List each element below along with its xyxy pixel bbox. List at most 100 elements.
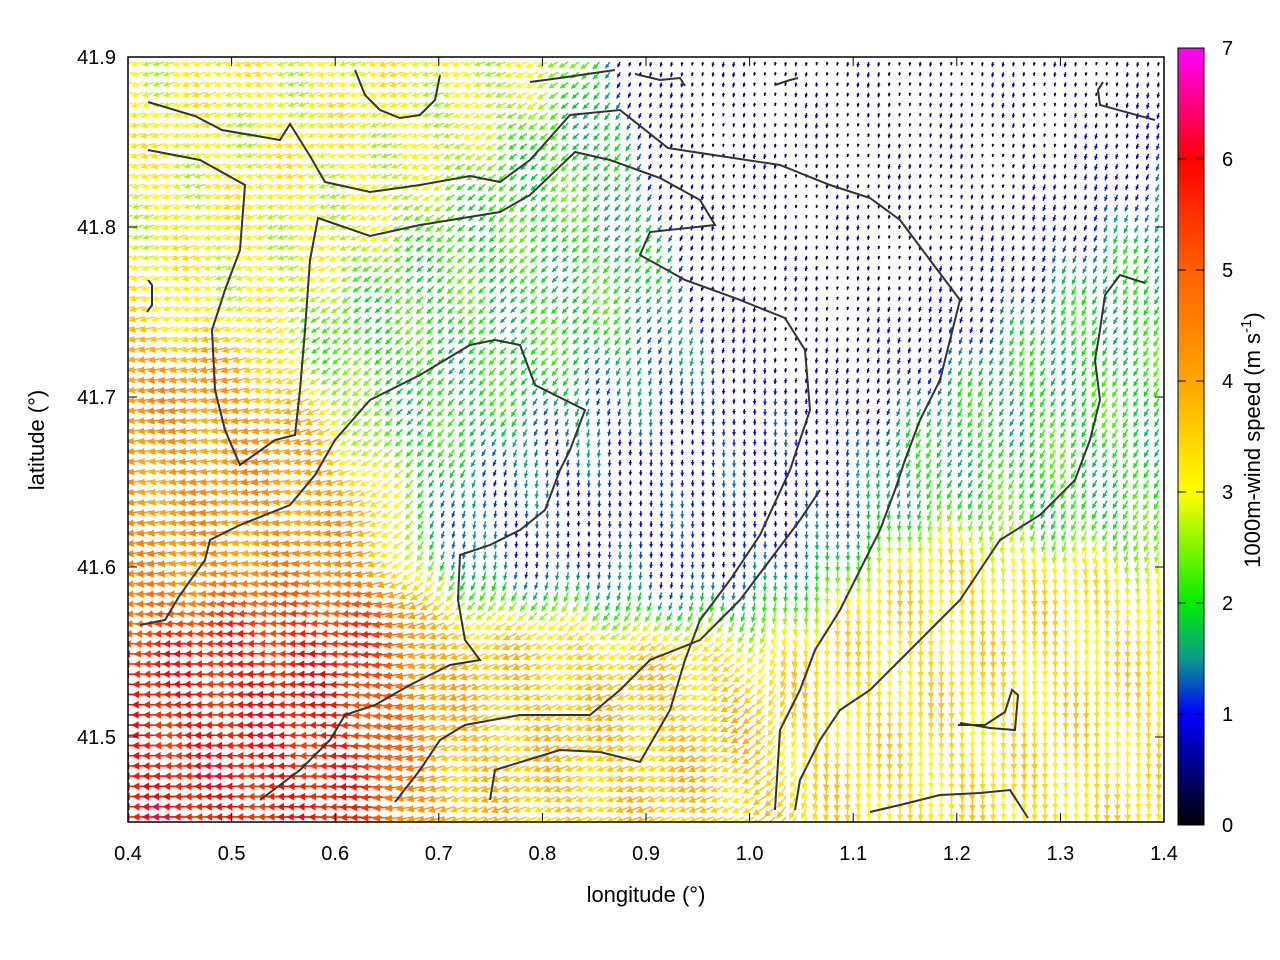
wind-vector-head (948, 814, 955, 821)
wind-vector-head (439, 806, 447, 813)
wind-vector-head (732, 817, 739, 822)
wind-vector-head (699, 806, 707, 813)
wind-vector-head (225, 813, 233, 821)
wind-vector-head (658, 816, 666, 822)
wind-vector-head (173, 792, 181, 801)
wind-vector-head (1114, 826, 1121, 832)
wind-vector-head (626, 786, 634, 793)
wind-vector-head (876, 813, 882, 820)
wind-vector-head (308, 802, 316, 811)
wind-vector-head (461, 785, 469, 793)
wind-vector-head (678, 786, 686, 793)
wind-vector-head (121, 701, 128, 709)
wind-vector-head (535, 816, 542, 822)
wind-vector-head (959, 825, 966, 831)
wind-vector-head (297, 813, 305, 821)
wind-vector-head (896, 814, 903, 821)
wind-vector-head (554, 816, 562, 822)
wind-vector-head (523, 786, 531, 793)
wind-vector-head (141, 802, 149, 811)
wind-vector-head (897, 825, 903, 831)
wind-vector-head (121, 691, 128, 699)
wind-vector-head (1062, 803, 1069, 809)
wind-vector-head (152, 782, 160, 791)
wind-vector-head (361, 814, 369, 822)
wind-vector-head (428, 795, 436, 803)
wind-vector-head (658, 786, 666, 793)
wind-vector-head (384, 814, 393, 822)
wind-vector-head (481, 796, 489, 803)
wind-vector-head (834, 825, 841, 831)
wind-vector-head (502, 806, 510, 814)
wind-vector-head (1072, 803, 1079, 809)
wind-vector-head (1083, 814, 1090, 820)
wind-vector-head (395, 784, 404, 792)
wind-vector-head (626, 796, 634, 803)
wind-vector-head (989, 804, 997, 811)
wind-vector-head (450, 816, 458, 822)
wind-vector-head (471, 796, 479, 803)
wind-vector-head (1031, 825, 1037, 831)
wind-vector-head (596, 816, 604, 822)
wind-vector-head (491, 806, 499, 814)
wind-vector-head (742, 807, 750, 814)
wind-vector-head (1135, 804, 1142, 810)
wind-vector-head (534, 806, 542, 813)
wind-vector-head (406, 784, 414, 793)
wind-vector-head (502, 816, 509, 822)
wind-vector-head (111, 681, 118, 689)
wind-vector-head (308, 792, 316, 801)
wind-vector-head (855, 825, 861, 831)
wind-vector-head (417, 785, 425, 793)
wind-vector-head (417, 805, 425, 813)
wind-vector-head (776, 811, 784, 819)
wind-vector-head (406, 795, 415, 803)
wind-vector-head (1010, 803, 1017, 810)
wind-vector-head (267, 792, 275, 801)
wind-vector-head (822, 804, 830, 811)
wind-vector-head (205, 813, 213, 821)
wind-vector-head (679, 806, 686, 813)
wind-vector-head (349, 793, 357, 801)
wind-vector-head (491, 786, 499, 793)
wind-vector-head (1124, 804, 1131, 811)
wind-vector-head (214, 792, 222, 801)
wind-vector-head (481, 806, 489, 814)
wind-vector-head (800, 812, 807, 820)
wind-vector-head (668, 796, 676, 803)
wind-vector-head (132, 792, 140, 801)
wind-vector-head (428, 816, 436, 822)
wind-vector-head (113, 762, 120, 770)
wind-vector-head (789, 812, 796, 819)
wind-vector-head (141, 813, 149, 821)
wind-vector-head (699, 816, 707, 822)
wind-vector-head (384, 794, 393, 802)
wind-vector-head (428, 785, 436, 793)
wind-vector-head (801, 802, 808, 810)
wind-vector-head (688, 786, 696, 793)
wind-vector-head (236, 792, 244, 801)
wind-vector-head (1041, 804, 1049, 811)
wind-vector-head (471, 786, 479, 793)
wind-vector-head (597, 796, 604, 803)
wind-vector-head (907, 825, 914, 831)
wind-vector-head (113, 783, 120, 791)
wind-vector-head (648, 786, 655, 793)
wind-vector-head (616, 816, 623, 822)
wind-vector-head (257, 802, 265, 811)
wind-vector-head (373, 804, 381, 812)
wind-vector-head (812, 803, 819, 810)
wind-vector-head (286, 802, 294, 811)
wind-vector-head (958, 814, 966, 821)
wind-vector-head (111, 691, 118, 699)
wind-vector-head (564, 796, 572, 803)
wind-vector-head (721, 796, 729, 803)
wind-vector-shaft (803, 816, 808, 822)
wind-vector-head (194, 802, 202, 811)
wind-vector-head (886, 813, 893, 820)
wind-vector-head (1156, 824, 1162, 830)
wind-vector-head (1145, 804, 1152, 810)
wind-vector-head (1073, 824, 1079, 830)
wind-vector-head (1052, 825, 1059, 831)
wind-vector-head (606, 816, 614, 822)
